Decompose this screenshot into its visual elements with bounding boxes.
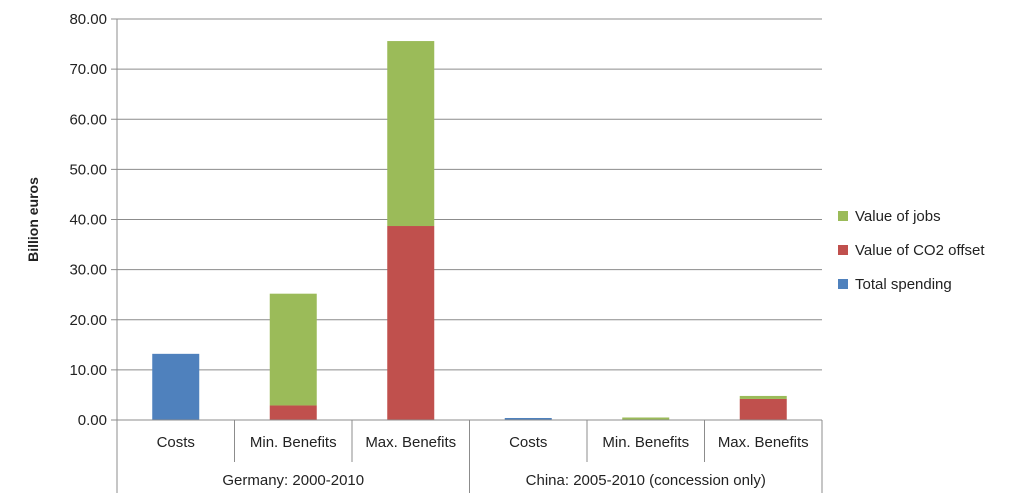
y-tick-label: 0.00 bbox=[78, 412, 107, 429]
legend-label: Total spending bbox=[855, 276, 952, 293]
x-category-label: Costs bbox=[157, 434, 195, 451]
legend-swatch bbox=[838, 279, 848, 289]
bar-segment bbox=[504, 417, 552, 420]
x-group-label: China: 2005-2010 (concession only) bbox=[526, 472, 766, 489]
legend-label: Value of CO2 offset bbox=[855, 242, 985, 259]
bars bbox=[152, 41, 787, 421]
bar-segment bbox=[152, 353, 200, 420]
legend-label: Value of jobs bbox=[855, 208, 941, 225]
labels: 0.00 10.00 20.00 30.00 40.00 50.00 60.00 70.00 8… bbox=[25, 11, 809, 489]
x-category-label: Max. Benefits bbox=[718, 434, 809, 451]
bar-segment bbox=[387, 226, 435, 420]
y-tick-label: 80.00 bbox=[69, 11, 107, 28]
bar-segment bbox=[387, 41, 435, 227]
y-tick-label: 60.00 bbox=[69, 111, 107, 128]
gridlines bbox=[117, 18, 822, 371]
bar-segment bbox=[269, 293, 317, 406]
legend-swatch bbox=[838, 211, 848, 221]
legend-swatch bbox=[838, 245, 848, 255]
axes bbox=[111, 18, 823, 493]
legend: Value of jobs Value of CO2 offset Total sp… bbox=[838, 208, 985, 293]
bar-segment bbox=[269, 405, 317, 420]
y-tick-label: 40.00 bbox=[69, 212, 107, 229]
x-category-label: Costs bbox=[509, 434, 547, 451]
x-group-label: Germany: 2000-2010 bbox=[222, 472, 364, 489]
bar-segment bbox=[739, 398, 787, 420]
x-category-label: Min. Benefits bbox=[250, 434, 337, 451]
x-category-label: Min. Benefits bbox=[602, 434, 689, 451]
bar-segment bbox=[739, 395, 787, 399]
y-tick-label: 70.00 bbox=[69, 61, 107, 78]
y-tick-label: 20.00 bbox=[69, 312, 107, 329]
y-tick-label: 50.00 bbox=[69, 161, 107, 178]
y-tick-label: 30.00 bbox=[69, 262, 107, 279]
y-axis-title: Billion euros bbox=[25, 177, 41, 262]
y-tick-label: 10.00 bbox=[69, 362, 107, 379]
x-category-label: Max. Benefits bbox=[365, 434, 456, 451]
bar-segment bbox=[622, 417, 670, 420]
